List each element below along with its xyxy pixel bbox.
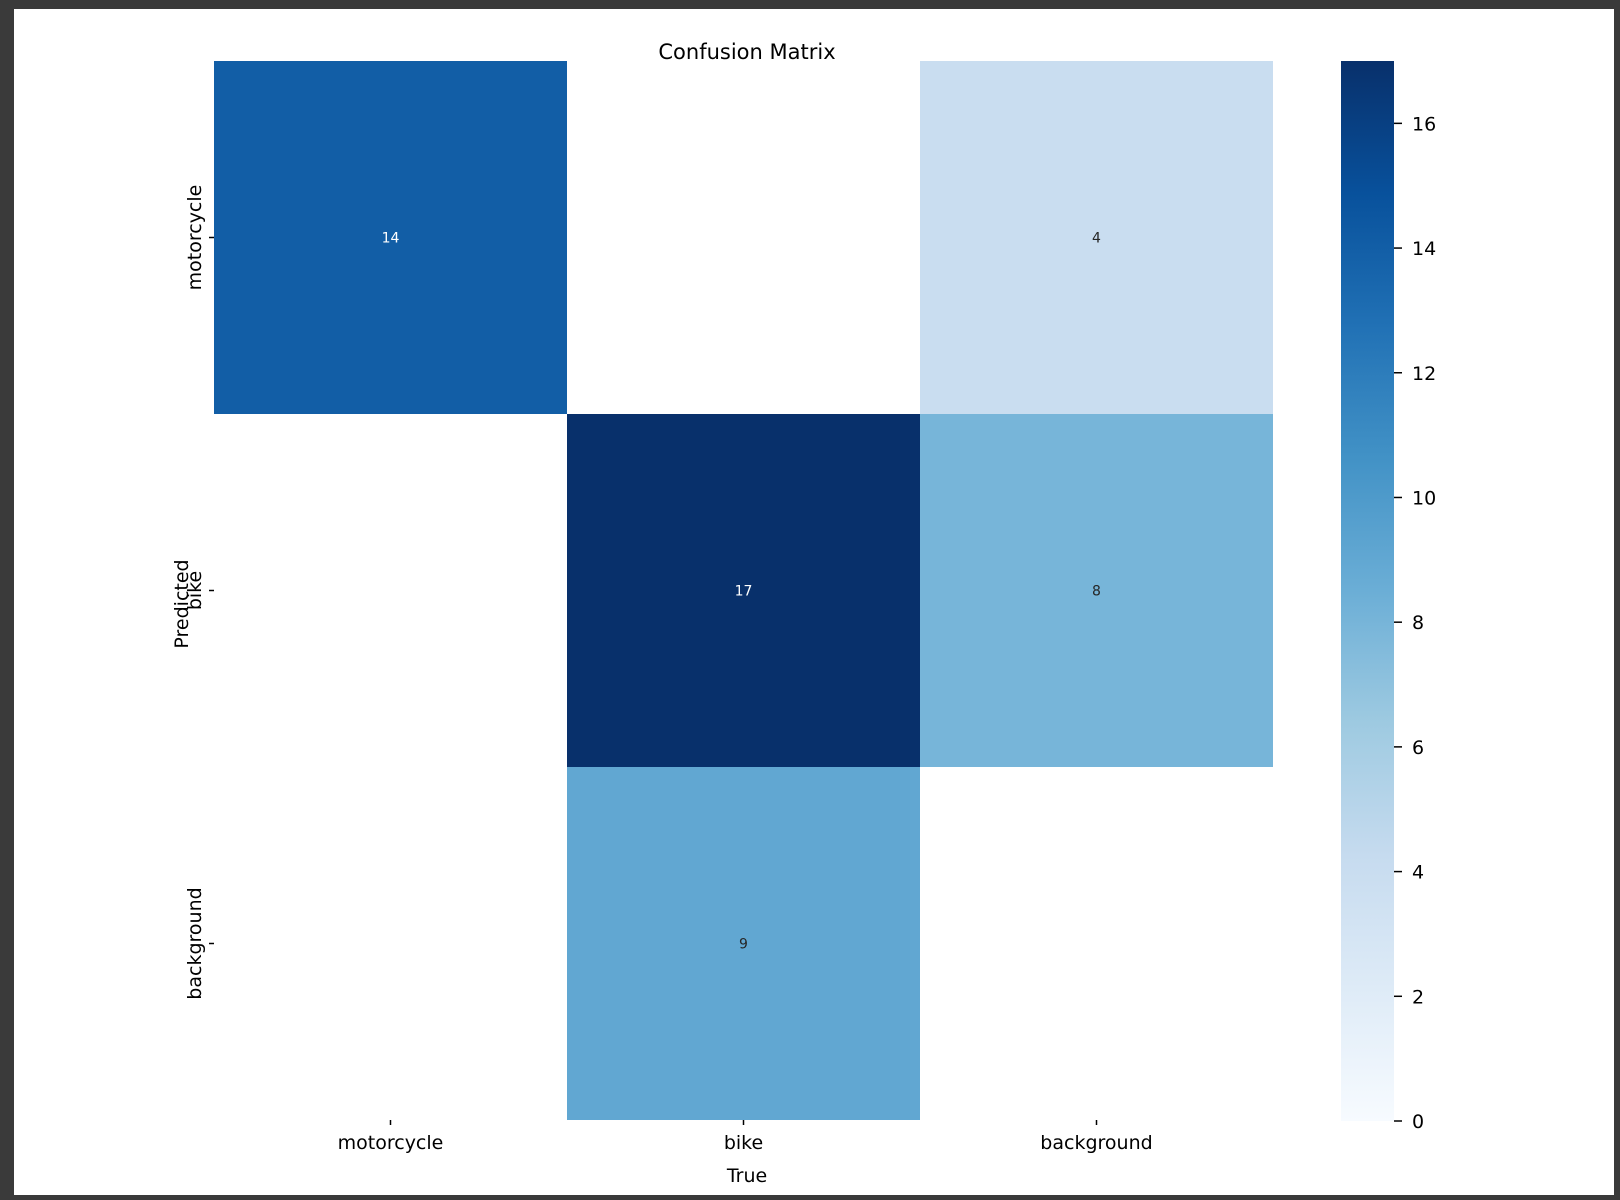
y-tick-label: background [184, 887, 206, 999]
heatmap-cells: 14 4 17 8 9 [214, 61, 1273, 1120]
cell-value-label: 17 [735, 584, 753, 600]
colorbar-tick-label: 0 [1412, 1111, 1424, 1133]
cell-value-label: 4 [1092, 231, 1101, 247]
colorbar-tick-label: 2 [1412, 986, 1424, 1008]
heatmap-cell [567, 767, 920, 1120]
colorbar-tick-label: 6 [1412, 737, 1424, 759]
chart-title: Confusion Matrix [658, 40, 835, 64]
colorbar-tick-label: 10 [1412, 487, 1436, 509]
x-axis-label: True [726, 1165, 767, 1187]
colorbar-tick-label: 8 [1412, 612, 1424, 634]
colorbar-tick-label: 14 [1412, 238, 1436, 260]
colorbar-ticks: 0 2 4 6 8 10 12 14 16 [1394, 113, 1436, 1133]
y-axis-ticks: motorcycle bike background [184, 185, 214, 1000]
confusion-matrix-chart: Confusion Matrix 14 4 17 8 9 motorcycle bike b… [171, 40, 1436, 1187]
heatmap-cell [567, 414, 920, 767]
heatmap-cell [214, 61, 567, 414]
y-axis-label: Predicted [171, 559, 193, 648]
figure-window: Confusion Matrix 14 4 17 8 9 motorcycle bike b… [14, 9, 1614, 1195]
cell-value-label: 9 [739, 937, 748, 953]
x-axis-ticks: motorcycle bike background [338, 1120, 1153, 1154]
cell-value-label: 14 [382, 231, 400, 247]
cell-value-label: 8 [1092, 584, 1101, 600]
y-tick-label: motorcycle [184, 185, 206, 291]
x-tick-label: motorcycle [338, 1132, 444, 1154]
heatmap-cell [920, 414, 1273, 767]
colorbar-tick-label: 16 [1412, 113, 1436, 135]
colorbar-tick-label: 4 [1412, 862, 1424, 884]
colorbar-tick-label: 12 [1412, 363, 1436, 385]
colorbar [1341, 61, 1394, 1121]
x-tick-label: background [1040, 1132, 1152, 1154]
heatmap-cell [920, 61, 1273, 414]
x-tick-label: bike [724, 1132, 763, 1154]
y-tick-label: bike [184, 571, 206, 610]
